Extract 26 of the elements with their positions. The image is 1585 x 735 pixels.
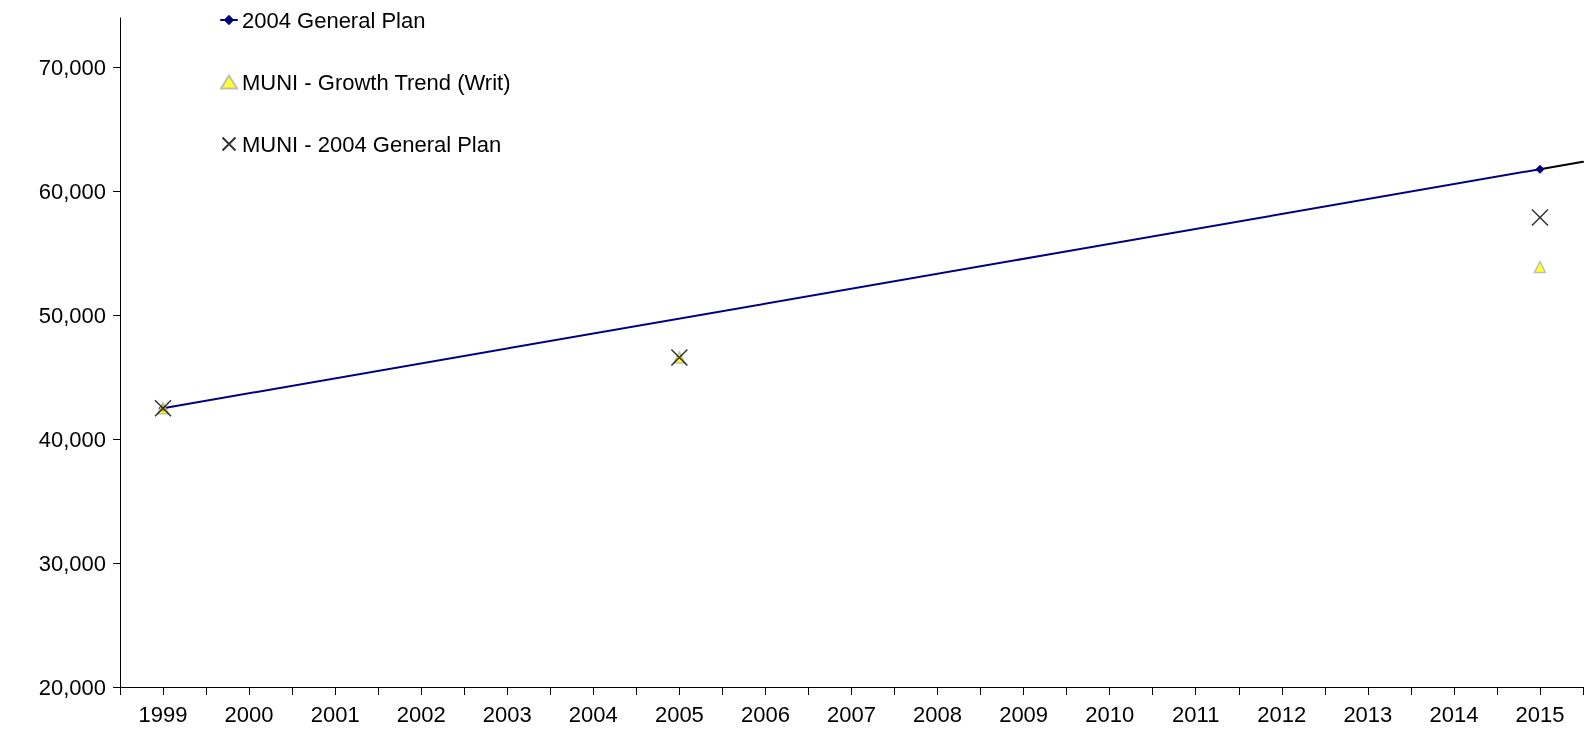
x-tick-label: 2009 <box>999 701 1049 727</box>
x-tick-label: 2002 <box>396 701 446 727</box>
x-tick-label: 2010 <box>1085 701 1135 727</box>
y-tick-label: 40,000 <box>38 426 106 452</box>
x-tick-label: 2014 <box>1429 701 1479 727</box>
x-tick-label: 2007 <box>827 701 876 727</box>
x-tick-label: 2000 <box>224 701 274 727</box>
y-tick-label: 50,000 <box>38 302 106 328</box>
x-tick-label: 2005 <box>654 701 704 727</box>
x-tick-label: 2013 <box>1343 701 1393 727</box>
x-tick-label: 2006 <box>740 701 790 727</box>
x-tick-label: 2001 <box>310 701 360 727</box>
x-tick-label: 2008 <box>913 701 963 727</box>
x-tick-label: 2003 <box>482 701 532 727</box>
x-tick-label: 2011 <box>1172 701 1220 727</box>
y-tick-label: 70,000 <box>38 55 106 81</box>
legend-label: MUNI - 2004 General Plan <box>242 131 502 157</box>
x-tick-label: 2015 <box>1515 701 1565 727</box>
y-tick-label: 30,000 <box>38 550 106 576</box>
x-tick-label: 2004 <box>568 701 618 727</box>
x-tick-label: 2012 <box>1257 701 1307 727</box>
legend-label: 2004 General Plan <box>242 7 426 33</box>
x-tick-label: 1999 <box>138 701 188 727</box>
y-tick-label: 60,000 <box>38 178 106 204</box>
y-tick-label: 20,000 <box>38 674 106 700</box>
legend-label: MUNI - Growth Trend (Writ) <box>242 69 511 95</box>
